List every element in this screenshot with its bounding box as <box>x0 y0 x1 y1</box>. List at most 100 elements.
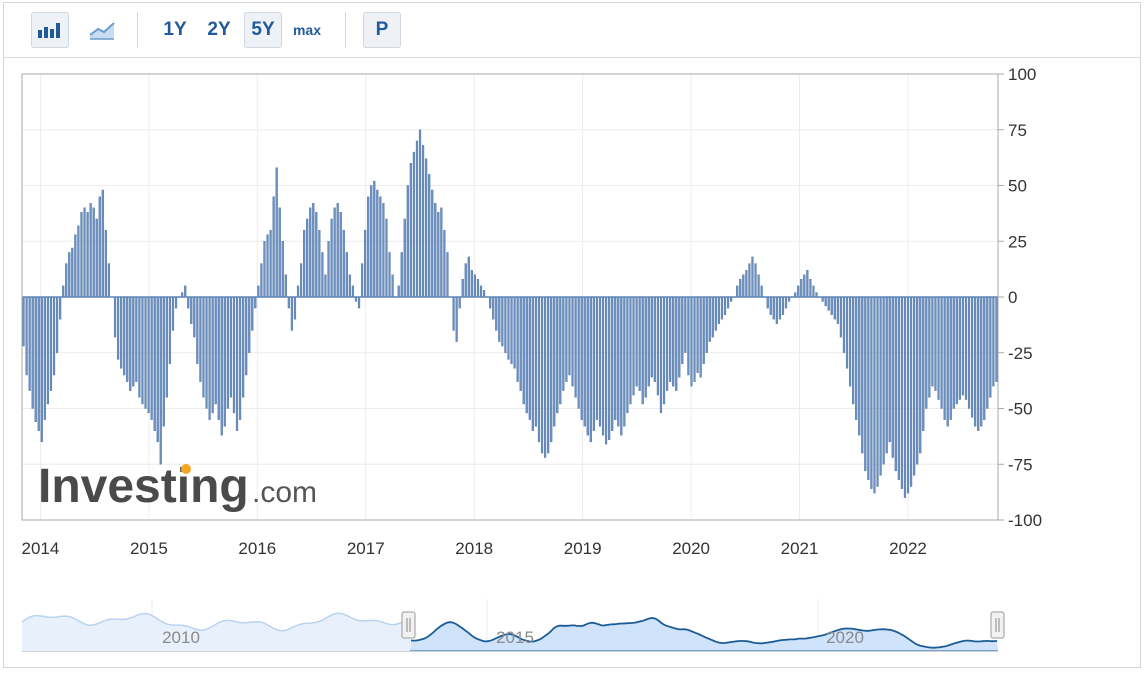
bar[interactable] <box>845 296 849 369</box>
bar[interactable] <box>248 296 251 353</box>
bar[interactable] <box>434 203 437 298</box>
bar[interactable] <box>43 296 46 420</box>
bar[interactable] <box>769 296 772 315</box>
bar[interactable] <box>126 296 129 382</box>
bar[interactable] <box>168 296 172 365</box>
bar[interactable] <box>626 296 629 414</box>
bar[interactable] <box>958 296 961 400</box>
bar[interactable] <box>952 296 955 409</box>
bar[interactable] <box>592 296 595 431</box>
bar[interactable] <box>421 145 425 298</box>
bar[interactable] <box>156 296 159 443</box>
bar[interactable] <box>629 296 632 405</box>
bar[interactable] <box>159 296 162 465</box>
bar[interactable] <box>144 296 147 409</box>
bar[interactable] <box>516 296 519 382</box>
bar[interactable] <box>306 218 309 298</box>
bar[interactable] <box>95 218 98 298</box>
bar[interactable] <box>489 296 492 309</box>
bar[interactable] <box>370 185 373 298</box>
bar[interactable] <box>321 252 324 298</box>
bar[interactable] <box>367 196 370 298</box>
bar[interactable] <box>586 296 589 436</box>
bar[interactable] <box>565 296 568 382</box>
bar[interactable] <box>675 296 678 391</box>
bar[interactable] <box>876 296 879 487</box>
bar[interactable] <box>983 296 986 420</box>
bar[interactable] <box>995 296 998 382</box>
bar[interactable] <box>940 296 943 409</box>
bar[interactable] <box>254 296 257 309</box>
bar[interactable] <box>824 296 827 307</box>
bar[interactable] <box>705 296 708 353</box>
bar[interactable] <box>571 296 574 387</box>
bar[interactable] <box>781 296 785 315</box>
bar[interactable] <box>906 296 910 494</box>
bar[interactable] <box>336 203 339 298</box>
bar[interactable] <box>425 158 428 298</box>
bar[interactable] <box>373 180 376 298</box>
bar[interactable] <box>342 229 345 298</box>
bar[interactable] <box>376 189 379 298</box>
bar[interactable] <box>123 296 126 376</box>
bar[interactable] <box>235 296 239 431</box>
bar[interactable] <box>479 285 483 298</box>
bar[interactable] <box>531 296 534 431</box>
bar[interactable] <box>943 296 946 420</box>
bar[interactable] <box>135 296 138 382</box>
bar[interactable] <box>437 212 440 298</box>
bar[interactable] <box>708 296 711 342</box>
bar[interactable] <box>113 296 117 338</box>
bar[interactable] <box>659 296 663 414</box>
bar[interactable] <box>501 296 504 347</box>
bar[interactable] <box>89 203 92 298</box>
bar[interactable] <box>891 296 894 458</box>
bar[interactable] <box>80 212 83 298</box>
bar[interactable] <box>129 296 132 391</box>
range-5y-button[interactable]: 5Y <box>244 12 282 48</box>
bar[interactable] <box>534 296 538 427</box>
bar[interactable] <box>22 296 25 347</box>
bar[interactable] <box>757 274 760 298</box>
bar[interactable] <box>656 296 660 396</box>
bar[interactable] <box>562 296 565 391</box>
bar[interactable] <box>55 296 59 353</box>
bar[interactable] <box>974 296 977 427</box>
bar[interactable] <box>766 296 769 309</box>
bar[interactable] <box>510 296 513 365</box>
bar[interactable] <box>461 279 464 298</box>
bar[interactable] <box>928 296 931 398</box>
bar[interactable] <box>922 296 925 431</box>
bar[interactable] <box>650 296 653 378</box>
bar[interactable] <box>900 296 904 489</box>
bar[interactable] <box>315 212 318 298</box>
bar[interactable] <box>406 185 409 298</box>
bar[interactable] <box>986 296 989 409</box>
bar[interactable] <box>467 256 470 298</box>
bar[interactable] <box>665 296 669 391</box>
bar[interactable] <box>519 296 522 391</box>
bar[interactable] <box>547 296 550 454</box>
bar[interactable] <box>858 296 861 436</box>
bar[interactable] <box>690 296 693 387</box>
bar[interactable] <box>251 296 254 331</box>
bar[interactable] <box>522 296 525 405</box>
bar[interactable] <box>345 252 348 298</box>
bar[interactable] <box>842 296 846 353</box>
bar[interactable] <box>446 252 449 298</box>
bar[interactable] <box>284 274 287 298</box>
bar[interactable] <box>458 296 461 309</box>
bar[interactable] <box>443 229 446 298</box>
bar[interactable] <box>848 296 852 387</box>
bar[interactable] <box>104 229 107 298</box>
bar[interactable] <box>977 296 980 431</box>
bar[interactable] <box>964 296 968 400</box>
bar[interactable] <box>687 296 690 376</box>
bar[interactable] <box>644 296 647 398</box>
bar[interactable] <box>281 241 284 298</box>
bar[interactable] <box>296 285 300 298</box>
bar[interactable] <box>669 296 672 382</box>
bar[interactable] <box>723 296 727 315</box>
bar[interactable] <box>577 296 580 409</box>
bar[interactable] <box>260 263 263 298</box>
